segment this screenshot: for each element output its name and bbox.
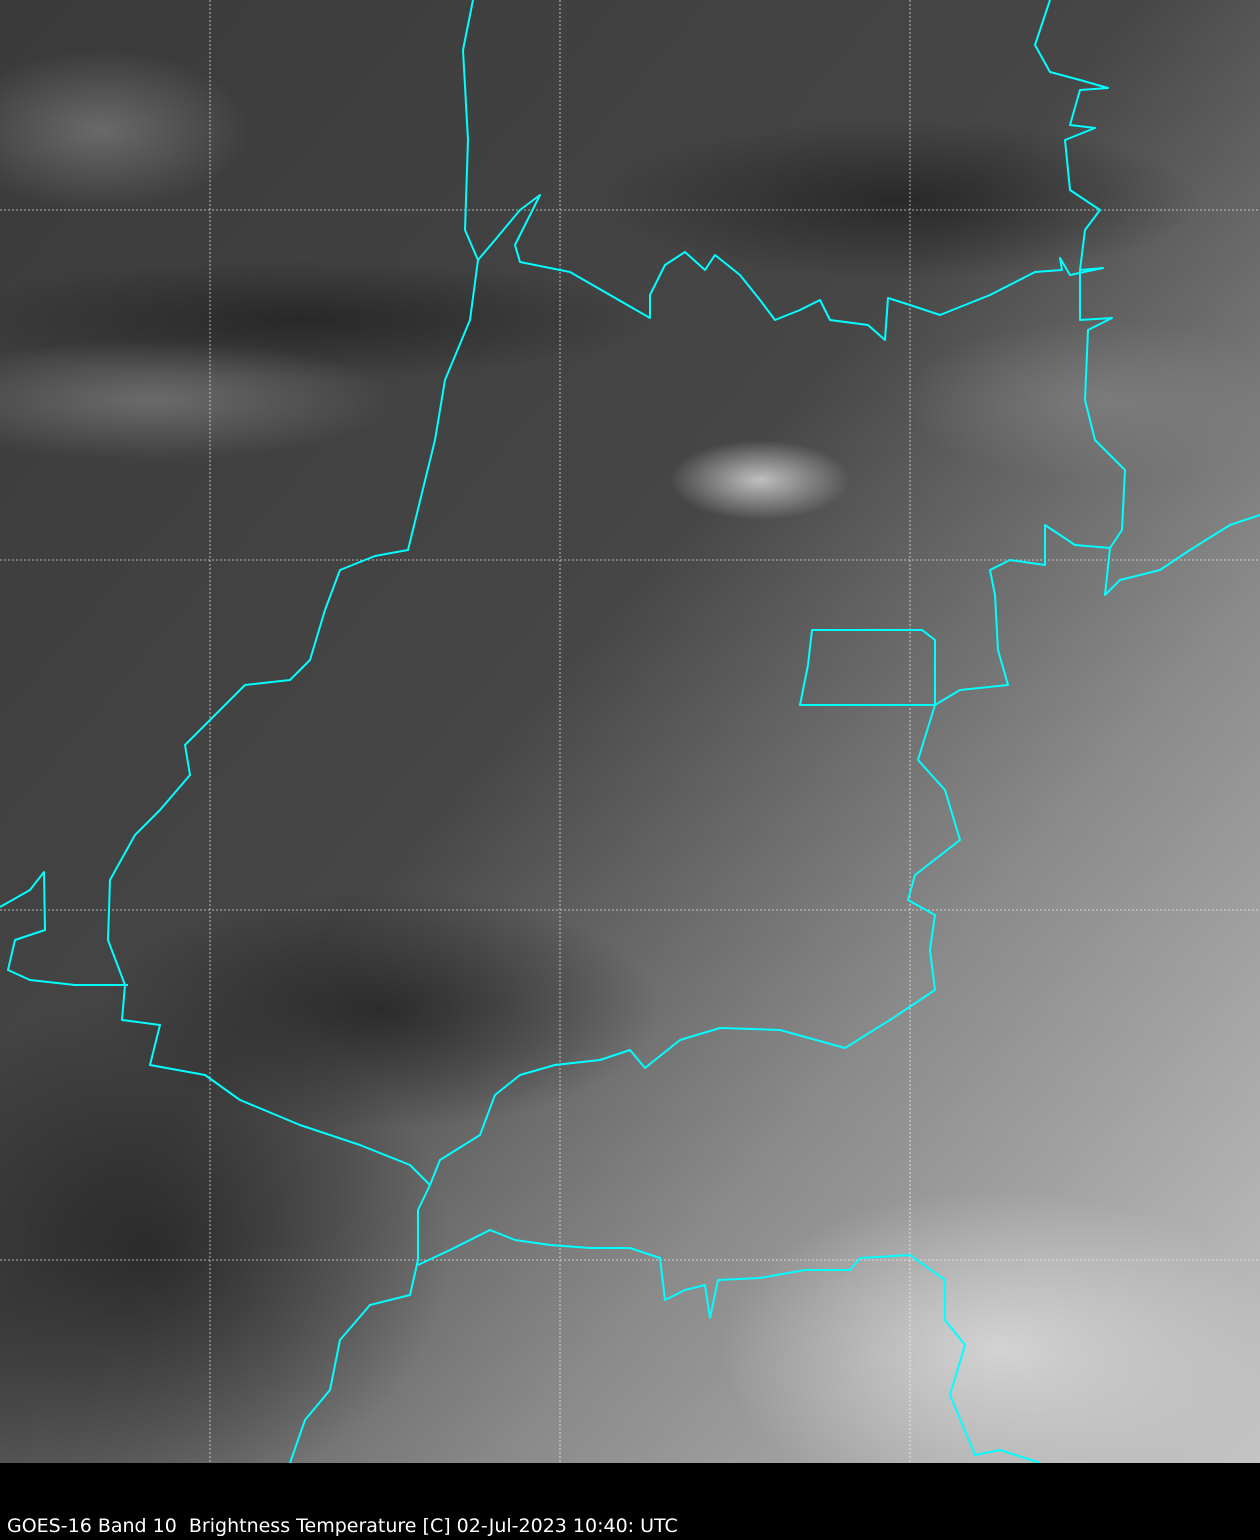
boundaries	[0, 0, 1260, 1463]
cloud-patch	[670, 440, 850, 520]
border-south	[417, 1229, 1041, 1463]
gridlines	[0, 0, 1260, 1463]
border-east	[1104, 514, 1260, 596]
image-caption: GOES-16 Band 10 Brightness Temperature […	[7, 1515, 678, 1537]
border-northeast	[1034, 0, 1109, 271]
satellite-image	[0, 0, 1260, 1463]
border-west	[107, 0, 479, 1463]
border-far-west	[0, 871, 128, 986]
